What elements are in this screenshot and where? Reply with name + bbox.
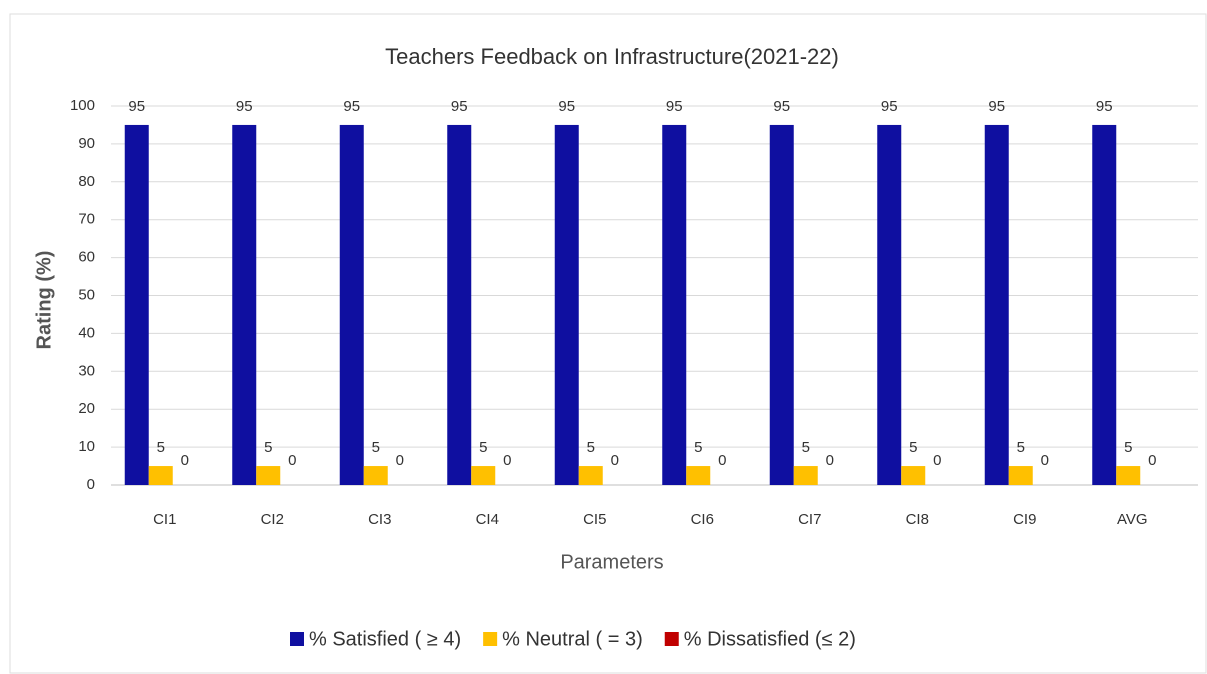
- x-tick-label: CI3: [368, 511, 391, 528]
- x-tick-label: CI7: [798, 511, 821, 528]
- y-axis-title: Rating (%): [33, 251, 55, 350]
- data-label: 5: [587, 439, 595, 456]
- data-label: 95: [451, 98, 468, 115]
- data-label: 5: [1124, 439, 1132, 456]
- data-label: 95: [236, 98, 253, 115]
- data-label: 95: [773, 98, 790, 115]
- data-label: 0: [1041, 452, 1049, 469]
- data-label: 5: [372, 439, 380, 456]
- bar: [662, 124, 687, 485]
- bar: [363, 466, 388, 485]
- data-label: 5: [802, 439, 810, 456]
- x-tick-label: CI2: [261, 511, 284, 528]
- bar: [1008, 466, 1033, 485]
- data-label: 0: [181, 452, 189, 469]
- y-tick-label: 60: [78, 249, 95, 266]
- bar: [471, 466, 496, 485]
- data-label: 5: [1017, 439, 1025, 456]
- x-tick-label: CI1: [153, 511, 176, 528]
- x-axis-title: Parameters: [560, 551, 663, 573]
- legend-swatch: [290, 632, 304, 646]
- y-tick-label: 10: [78, 438, 95, 455]
- data-label: 95: [1096, 98, 1113, 115]
- y-tick-label: 0: [87, 476, 95, 493]
- bar: [984, 124, 1009, 485]
- data-label: 95: [666, 98, 683, 115]
- x-tick-label: CI5: [583, 511, 606, 528]
- data-label: 95: [558, 98, 575, 115]
- legend-swatch: [483, 632, 498, 646]
- data-label: 0: [1148, 452, 1156, 469]
- y-tick-label: 80: [78, 173, 95, 190]
- y-tick-label: 100: [70, 97, 95, 114]
- bar: [148, 466, 173, 485]
- legend-label: % Dissatisfied (≤ 2): [684, 628, 856, 650]
- y-tick-label: 20: [78, 400, 95, 417]
- data-label: 0: [718, 452, 726, 469]
- legend-label: % Satisfied ( ≥ 4): [309, 628, 461, 650]
- bar: [578, 466, 603, 485]
- y-tick-label: 70: [78, 211, 95, 228]
- y-tick-label: 40: [78, 324, 95, 341]
- bar: [554, 124, 579, 485]
- bar: [339, 124, 364, 485]
- bar: [1092, 124, 1117, 485]
- bar: [256, 466, 281, 485]
- x-tick-label: CI8: [906, 511, 929, 528]
- data-label: 0: [611, 452, 619, 469]
- bar: [686, 466, 711, 485]
- data-label: 0: [826, 452, 834, 469]
- bar: [769, 124, 794, 485]
- legend-label: % Neutral ( = 3): [502, 628, 643, 650]
- data-label: 95: [343, 98, 360, 115]
- data-label: 5: [157, 439, 165, 456]
- bar: [124, 124, 149, 485]
- bar: [793, 466, 818, 485]
- x-tick-label: CI6: [691, 511, 714, 528]
- data-label: 0: [288, 452, 296, 469]
- data-label: 0: [933, 452, 941, 469]
- bar: [877, 124, 902, 485]
- data-label: 95: [988, 98, 1005, 115]
- chart-border: [9, 13, 1207, 674]
- x-tick-label: AVG: [1117, 511, 1148, 528]
- data-label: 95: [128, 98, 145, 115]
- bar: [232, 124, 257, 485]
- data-label: 5: [694, 439, 702, 456]
- data-label: 5: [479, 439, 487, 456]
- x-tick-label: CI9: [1013, 511, 1036, 528]
- data-label: 5: [909, 439, 917, 456]
- bar: [447, 124, 472, 485]
- chart-title: Teachers Feedback on Infrastructure(2021…: [385, 44, 839, 69]
- data-label: 95: [881, 98, 898, 115]
- y-tick-label: 90: [78, 135, 95, 152]
- x-tick-label: CI4: [476, 511, 499, 528]
- y-tick-label: 50: [78, 286, 95, 303]
- bar: [901, 466, 926, 485]
- data-label: 0: [503, 452, 511, 469]
- data-label: 5: [264, 439, 272, 456]
- legend-swatch: [664, 632, 679, 646]
- bar: [1116, 466, 1141, 485]
- data-label: 0: [396, 452, 404, 469]
- y-tick-label: 30: [78, 362, 95, 379]
